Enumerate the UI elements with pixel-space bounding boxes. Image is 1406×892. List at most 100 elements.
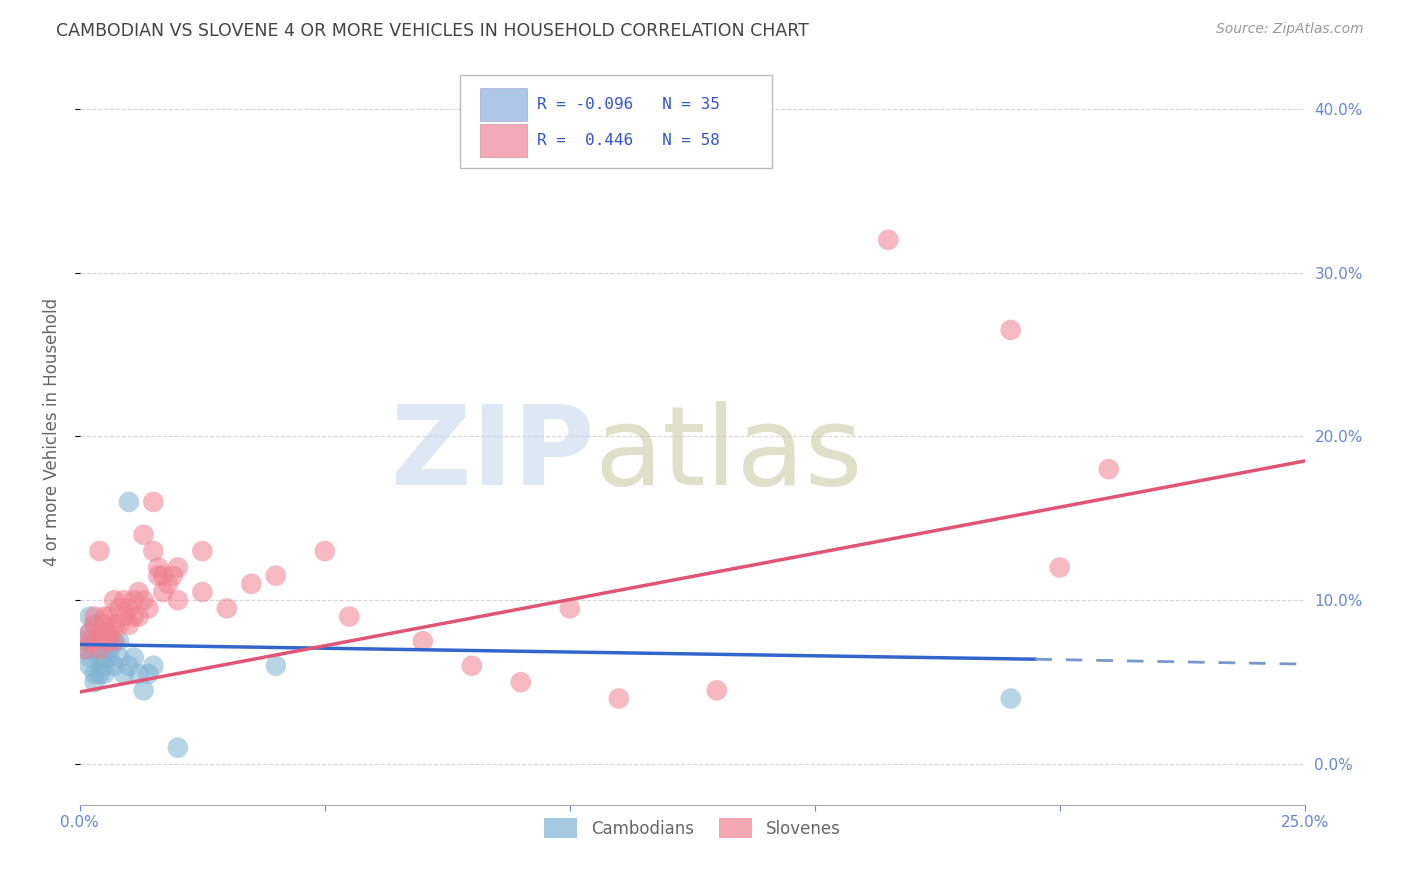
Point bbox=[264, 658, 287, 673]
Point bbox=[1000, 323, 1022, 337]
Y-axis label: 4 or more Vehicles in Household: 4 or more Vehicles in Household bbox=[44, 298, 60, 566]
Point bbox=[118, 617, 141, 632]
Point bbox=[103, 617, 125, 632]
Point bbox=[138, 667, 160, 681]
Point bbox=[79, 634, 101, 648]
Point bbox=[89, 626, 111, 640]
Point bbox=[118, 601, 141, 615]
Point bbox=[93, 667, 115, 681]
Point bbox=[93, 650, 115, 665]
FancyBboxPatch shape bbox=[481, 88, 527, 120]
Point bbox=[132, 683, 155, 698]
Point bbox=[128, 609, 150, 624]
Text: Source: ZipAtlas.com: Source: ZipAtlas.com bbox=[1216, 22, 1364, 37]
Point bbox=[89, 667, 111, 681]
Point bbox=[877, 233, 900, 247]
Point bbox=[118, 495, 141, 509]
Point bbox=[412, 634, 434, 648]
Point bbox=[79, 650, 101, 665]
FancyBboxPatch shape bbox=[460, 75, 772, 168]
Point bbox=[112, 609, 135, 624]
Point bbox=[1049, 560, 1071, 574]
Point bbox=[122, 650, 145, 665]
Point bbox=[93, 617, 115, 632]
Point bbox=[112, 593, 135, 607]
Point bbox=[98, 634, 121, 648]
Point bbox=[118, 658, 141, 673]
Point bbox=[98, 626, 121, 640]
Point bbox=[128, 667, 150, 681]
Point bbox=[73, 634, 96, 648]
Point bbox=[79, 626, 101, 640]
Point bbox=[103, 634, 125, 648]
Point bbox=[79, 626, 101, 640]
Text: CAMBODIAN VS SLOVENE 4 OR MORE VEHICLES IN HOUSEHOLD CORRELATION CHART: CAMBODIAN VS SLOVENE 4 OR MORE VEHICLES … bbox=[56, 22, 808, 40]
Point bbox=[166, 593, 188, 607]
Point bbox=[89, 650, 111, 665]
Point bbox=[98, 609, 121, 624]
Point bbox=[162, 568, 184, 582]
Point bbox=[83, 634, 105, 648]
Point bbox=[79, 609, 101, 624]
Point bbox=[89, 544, 111, 558]
Point bbox=[98, 634, 121, 648]
Point bbox=[152, 585, 174, 599]
Point bbox=[240, 577, 263, 591]
Text: R = -0.096   N = 35: R = -0.096 N = 35 bbox=[537, 97, 720, 112]
Legend: Cambodians, Slovenes: Cambodians, Slovenes bbox=[537, 812, 846, 845]
Point bbox=[1098, 462, 1121, 476]
Point bbox=[79, 658, 101, 673]
Point bbox=[98, 650, 121, 665]
Point bbox=[83, 667, 105, 681]
Point bbox=[93, 626, 115, 640]
Point bbox=[89, 642, 111, 657]
Point bbox=[148, 560, 170, 574]
Point bbox=[112, 667, 135, 681]
Point bbox=[132, 527, 155, 541]
Point bbox=[103, 658, 125, 673]
Point bbox=[138, 601, 160, 615]
Point bbox=[337, 609, 360, 624]
Point bbox=[558, 601, 581, 615]
Point bbox=[122, 593, 145, 607]
Point bbox=[98, 642, 121, 657]
Text: R =  0.446   N = 58: R = 0.446 N = 58 bbox=[537, 133, 720, 147]
Point bbox=[509, 675, 531, 690]
Point bbox=[83, 675, 105, 690]
Text: atlas: atlas bbox=[595, 401, 863, 508]
Point bbox=[148, 568, 170, 582]
Point bbox=[83, 642, 105, 657]
Point bbox=[191, 544, 214, 558]
Point bbox=[166, 560, 188, 574]
Point bbox=[89, 634, 111, 648]
Point bbox=[1000, 691, 1022, 706]
Point bbox=[142, 495, 165, 509]
Point bbox=[152, 568, 174, 582]
Point bbox=[83, 617, 105, 632]
Point bbox=[73, 642, 96, 657]
Point bbox=[108, 601, 131, 615]
Point bbox=[607, 691, 630, 706]
Point bbox=[73, 642, 96, 657]
Point bbox=[103, 593, 125, 607]
Point bbox=[461, 658, 484, 673]
Point bbox=[108, 634, 131, 648]
Point bbox=[132, 593, 155, 607]
Point bbox=[108, 617, 131, 632]
Point bbox=[93, 626, 115, 640]
Point bbox=[128, 585, 150, 599]
Point bbox=[191, 585, 214, 599]
Point bbox=[142, 544, 165, 558]
Point bbox=[93, 609, 115, 624]
Text: ZIP: ZIP bbox=[391, 401, 595, 508]
Point bbox=[108, 650, 131, 665]
Point bbox=[83, 617, 105, 632]
Point bbox=[314, 544, 336, 558]
Point bbox=[83, 609, 105, 624]
Point bbox=[264, 568, 287, 582]
Point bbox=[93, 658, 115, 673]
Point bbox=[706, 683, 728, 698]
Point bbox=[122, 609, 145, 624]
Point bbox=[215, 601, 238, 615]
Point bbox=[166, 740, 188, 755]
